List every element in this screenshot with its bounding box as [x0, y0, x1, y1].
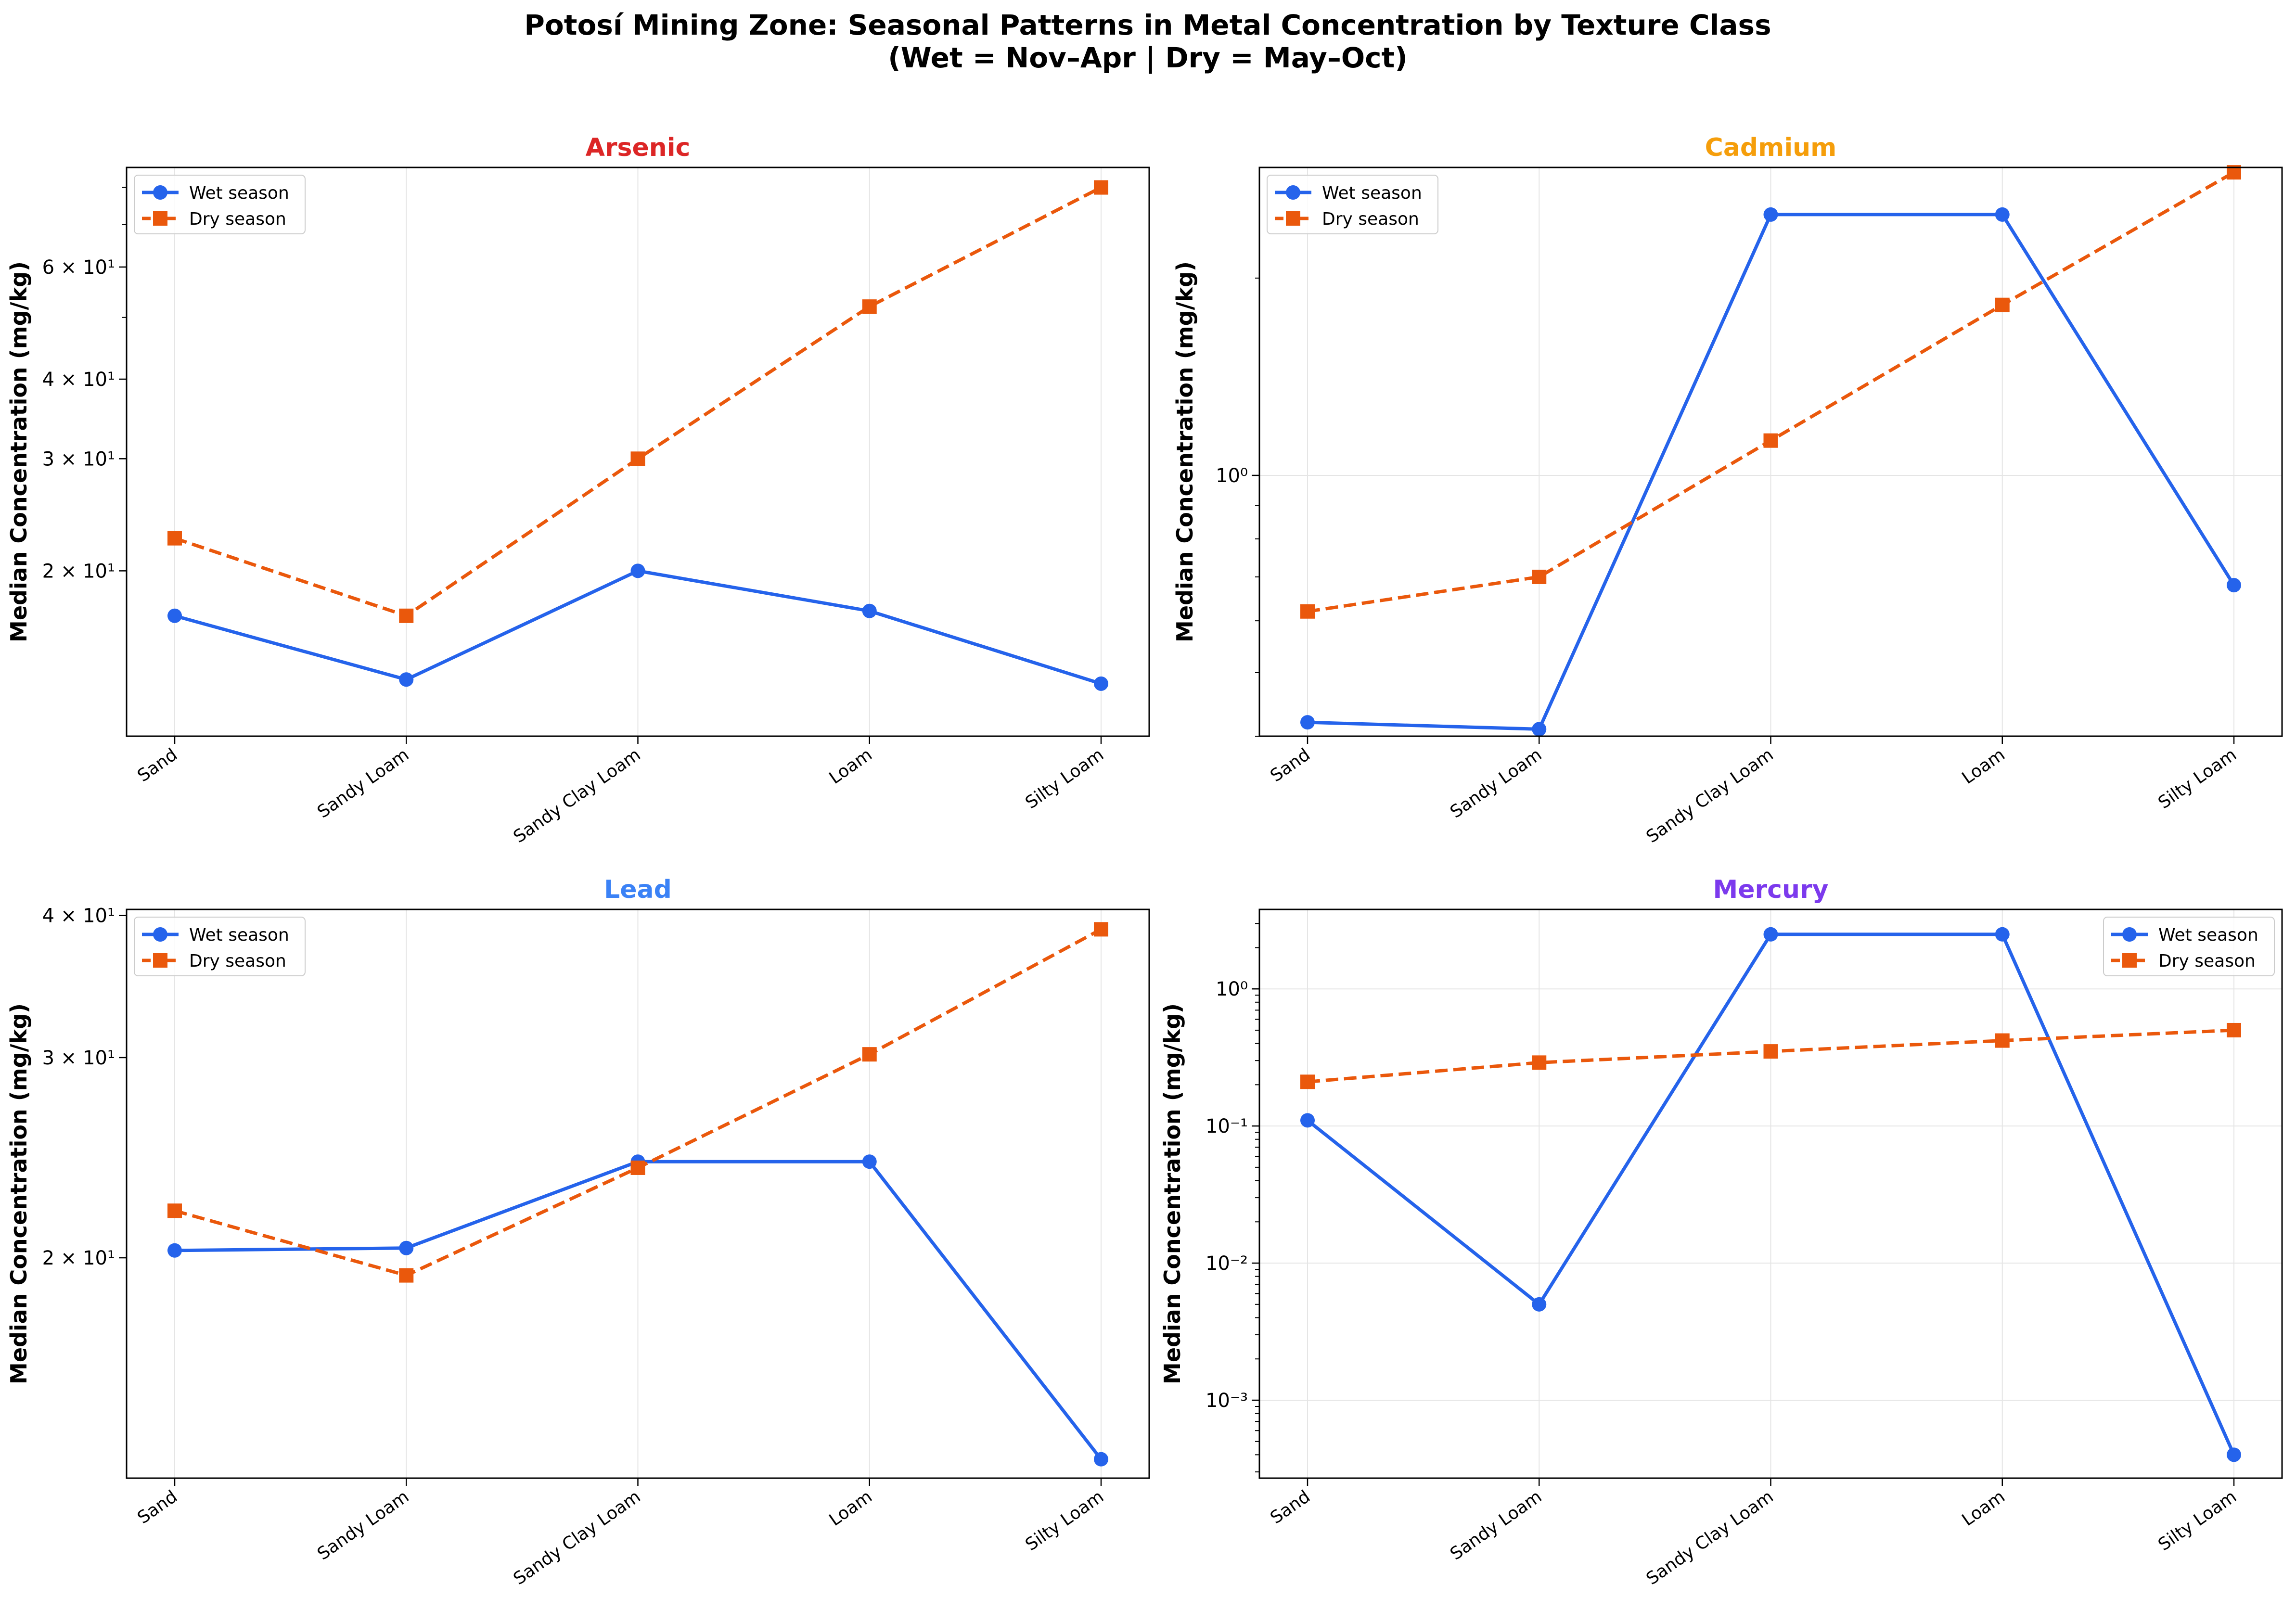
data-point-dry — [2227, 1022, 2241, 1037]
data-point-dry — [1094, 922, 1108, 937]
legend-marker-wet — [1286, 185, 1300, 200]
legend-label: Dry season — [1322, 209, 1419, 229]
data-point-wet — [2227, 578, 2241, 593]
y-axis-label: Median Concentration (mg/kg) — [6, 1003, 32, 1384]
panel-title: Arsenic — [586, 133, 691, 162]
data-point-wet — [862, 603, 877, 618]
y-tick-label: 10⁻² — [1206, 1252, 1248, 1275]
data-point-dry — [1763, 1044, 1778, 1059]
data-point-wet — [1300, 715, 1315, 730]
data-point-wet — [167, 608, 182, 623]
legend-marker-dry — [2122, 953, 2137, 968]
data-point-wet — [399, 1240, 414, 1255]
y-tick-label: 2 × 10¹ — [42, 1247, 115, 1269]
y-tick-label: 3 × 10¹ — [42, 448, 115, 470]
panel-title: Mercury — [1713, 875, 1828, 904]
legend-marker-dry — [153, 211, 167, 226]
data-point-dry — [630, 451, 645, 466]
axes-frame — [126, 166, 1150, 737]
axes-frame — [1258, 166, 2283, 737]
y-tick-label: 3 × 10¹ — [42, 1047, 115, 1069]
figure-title-line2: (Wet = Nov–Apr | Dry = May–Oct) — [888, 41, 1408, 74]
data-point-dry — [1532, 569, 1547, 584]
legend-label: Wet season — [2158, 925, 2258, 945]
data-point-wet — [1763, 927, 1778, 942]
y-axis-label: Median Concentration (mg/kg) — [1172, 261, 1198, 642]
data-point-wet — [1094, 1452, 1108, 1467]
legend-label: Dry season — [189, 951, 286, 971]
panel-title: Cadmium — [1705, 133, 1837, 162]
y-tick-label: 4 × 10¹ — [42, 369, 115, 391]
legend-box — [2103, 917, 2275, 976]
data-point-dry — [399, 1268, 414, 1283]
data-point-dry — [167, 1203, 182, 1218]
panel-title: Lead — [604, 875, 672, 904]
data-point-wet — [2227, 1447, 2241, 1462]
legend: Wet season Dry season — [134, 917, 306, 976]
legend-label: Wet season — [189, 925, 289, 945]
y-axis-label: Median Concentration (mg/kg) — [1159, 1003, 1185, 1384]
data-point-wet — [862, 1154, 877, 1169]
legend-box — [1267, 175, 1438, 234]
data-point-wet — [1532, 1297, 1547, 1312]
axes-frame — [1258, 908, 2283, 1479]
y-tick-label: 10⁻¹ — [1206, 1115, 1248, 1137]
y-tick-label: 10⁻³ — [1206, 1390, 1248, 1412]
legend-marker-dry — [1286, 211, 1300, 226]
legend-marker-dry — [153, 953, 167, 968]
data-point-dry — [630, 1160, 645, 1175]
y-tick-label: 10⁰ — [1216, 978, 1248, 1000]
data-point-dry — [1300, 1074, 1315, 1089]
legend: Wet season Dry season — [134, 175, 306, 234]
data-point-dry — [399, 608, 414, 623]
legend-label: Wet season — [189, 183, 289, 203]
legend-marker-wet — [153, 185, 167, 200]
data-point-wet — [1995, 207, 2010, 222]
data-point-wet — [399, 672, 414, 687]
legend-label: Dry season — [189, 209, 286, 229]
data-point-wet — [630, 563, 645, 578]
data-point-dry — [862, 299, 877, 314]
data-point-dry — [1300, 604, 1315, 619]
data-point-wet — [1995, 927, 2010, 942]
data-point-wet — [1094, 676, 1108, 691]
data-point-dry — [1995, 1033, 2010, 1048]
data-point-wet — [1532, 722, 1547, 737]
data-point-dry — [167, 531, 182, 546]
data-point-wet — [167, 1243, 182, 1258]
legend-label: Dry season — [2158, 951, 2256, 971]
data-point-dry — [1094, 180, 1108, 195]
legend: Wet season Dry season — [2103, 917, 2275, 976]
data-point-dry — [1532, 1055, 1547, 1070]
y-tick-label: 10⁰ — [1216, 465, 1248, 487]
y-tick-label: 4 × 10¹ — [42, 905, 115, 927]
axes-frame — [126, 908, 1150, 1479]
data-point-dry — [862, 1047, 877, 1062]
legend-marker-wet — [153, 927, 167, 942]
legend-box — [134, 917, 306, 976]
legend-label: Wet season — [1322, 183, 1422, 203]
legend: Wet season Dry season — [1267, 175, 1438, 234]
data-point-dry — [1995, 297, 2010, 312]
y-tick-label: 6 × 10¹ — [42, 256, 115, 279]
data-point-wet — [1763, 207, 1778, 222]
data-point-dry — [1763, 433, 1778, 448]
y-tick-label: 2 × 10¹ — [42, 560, 115, 582]
y-axis-label: Median Concentration (mg/kg) — [6, 261, 32, 642]
legend-box — [134, 175, 306, 234]
legend-marker-wet — [2122, 927, 2137, 942]
figure-title-line1: Potosí Mining Zone: Seasonal Patterns in… — [524, 9, 1771, 41]
data-point-wet — [1300, 1113, 1315, 1128]
